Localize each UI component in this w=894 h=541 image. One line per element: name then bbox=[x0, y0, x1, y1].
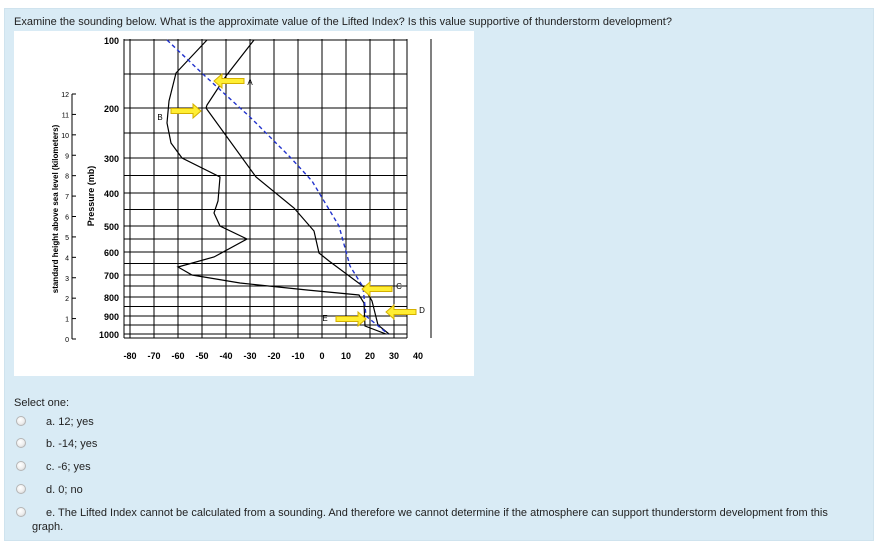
arrow-d bbox=[385, 303, 417, 321]
km-tick-label: 4 bbox=[65, 255, 69, 262]
km-tick-label: 2 bbox=[65, 296, 69, 303]
mb-tick-label: 500 bbox=[104, 222, 119, 232]
arrow-label-c: C bbox=[396, 282, 402, 291]
km-tick-label: 5 bbox=[65, 235, 69, 242]
option-e-label-continued: graph. bbox=[32, 521, 64, 533]
option-e-label: e. The Lifted Index cannot be calculated… bbox=[46, 507, 828, 519]
arrow-label-d: D bbox=[419, 306, 425, 315]
arrow-a bbox=[213, 72, 245, 90]
parcel-dashed-line bbox=[166, 39, 389, 335]
km-tick-label: 12 bbox=[61, 92, 69, 99]
arrow-b bbox=[170, 102, 202, 120]
mb-tick-label: 700 bbox=[104, 271, 119, 281]
km-tick-label: 8 bbox=[65, 174, 69, 181]
mb-tick-label: 100 bbox=[104, 36, 119, 46]
temp-tick-label: -10 bbox=[291, 351, 304, 361]
temp-tick-label: 30 bbox=[389, 351, 399, 361]
temp-tick-label: 0 bbox=[319, 351, 324, 361]
temp-tick-label: -60 bbox=[171, 351, 184, 361]
option-d-label: d. 0; no bbox=[46, 484, 83, 496]
mb-axis-title: Pressure (mb) bbox=[86, 166, 96, 227]
temp-tick-label: -40 bbox=[219, 351, 232, 361]
radio-option-c[interactable] bbox=[16, 461, 26, 471]
option-a-label: a. 12; yes bbox=[46, 416, 94, 428]
mb-tick-label: 800 bbox=[104, 293, 119, 303]
km-tick-label: 6 bbox=[65, 215, 69, 222]
km-tick-label: 3 bbox=[65, 276, 69, 283]
arrow-label-e: E bbox=[322, 314, 327, 323]
mb-tick-label: 300 bbox=[104, 154, 119, 164]
km-tick-label: 0 bbox=[65, 337, 69, 344]
option-c-label: c. -6; yes bbox=[46, 461, 91, 473]
temp-tick-label: -80 bbox=[123, 351, 136, 361]
km-tick-label: 1 bbox=[65, 317, 69, 324]
question-text: Examine the sounding below. What is the … bbox=[14, 16, 672, 28]
temp-tick-label: -30 bbox=[243, 351, 256, 361]
temperature-line bbox=[205, 39, 390, 335]
km-tick-label: 10 bbox=[61, 133, 69, 140]
mb-tick-label: 400 bbox=[104, 189, 119, 199]
select-one-label: Select one: bbox=[14, 397, 70, 409]
arrow-c bbox=[361, 280, 393, 298]
radio-option-a[interactable] bbox=[16, 416, 26, 426]
temp-tick-label: -70 bbox=[147, 351, 160, 361]
km-tick-label: 7 bbox=[65, 194, 69, 201]
dewpoint-line bbox=[166, 39, 387, 335]
sounding-figure: 100 200 300 400 500 600 700 800 900 1000 -80 -70 -60… bbox=[14, 31, 474, 376]
option-b-label: b. -14; yes bbox=[46, 438, 98, 450]
mb-tick-label: 600 bbox=[104, 248, 119, 258]
temp-tick-label: 10 bbox=[341, 351, 351, 361]
temp-tick-label: -20 bbox=[267, 351, 280, 361]
arrow-label-b: B bbox=[157, 113, 162, 122]
km-tick-label: 9 bbox=[65, 153, 69, 160]
temp-tick-label: 40 bbox=[413, 351, 423, 361]
km-tick-label: 11 bbox=[62, 112, 69, 119]
km-axis-title: standard height above sea level (kilomet… bbox=[51, 124, 60, 293]
mb-tick-label: 200 bbox=[104, 104, 119, 114]
mb-tick-label: 1000 bbox=[99, 330, 119, 340]
radio-option-e[interactable] bbox=[16, 507, 26, 517]
arrow-e bbox=[335, 310, 367, 328]
radio-option-b[interactable] bbox=[16, 438, 26, 448]
radio-option-d[interactable] bbox=[16, 484, 26, 494]
mb-tick-label: 900 bbox=[104, 312, 119, 322]
temp-tick-label: -50 bbox=[195, 351, 208, 361]
temp-tick-label: 20 bbox=[365, 351, 375, 361]
arrow-label-a: A bbox=[247, 78, 253, 87]
